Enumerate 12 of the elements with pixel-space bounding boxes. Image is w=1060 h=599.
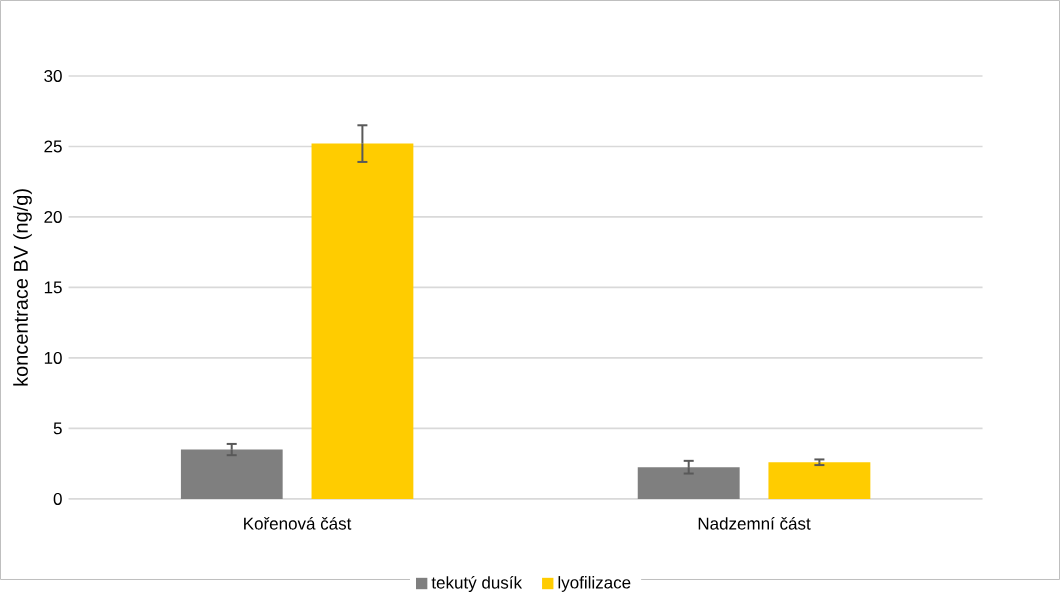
y-tick-label: 5	[53, 422, 62, 435]
y-tick-label: 20	[44, 210, 62, 223]
y-tick-label: 25	[44, 140, 62, 153]
x-tick-label: Kořenová část	[244, 516, 352, 530]
y-axis-title: koncentrace BV (ng/g)	[13, 189, 32, 386]
y-tick-label: 30	[44, 69, 62, 82]
x-tick-label: Nadzemní část	[698, 516, 811, 530]
y-tick-label: 15	[44, 281, 62, 294]
legend-label: tekutý dusík	[431, 575, 523, 592]
legend-label: lyofilizace	[558, 576, 631, 592]
y-tick-label: 0	[53, 492, 62, 505]
y-tick-label: 10	[44, 351, 62, 364]
